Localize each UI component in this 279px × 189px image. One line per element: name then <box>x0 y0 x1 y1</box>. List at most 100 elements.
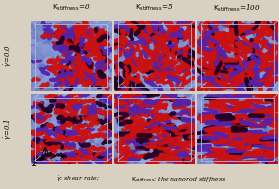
Circle shape <box>43 73 49 78</box>
Circle shape <box>47 29 50 32</box>
Circle shape <box>175 146 183 153</box>
Circle shape <box>230 101 233 103</box>
Circle shape <box>62 160 65 163</box>
Circle shape <box>192 19 198 24</box>
Circle shape <box>105 107 109 110</box>
Circle shape <box>67 36 74 43</box>
Circle shape <box>192 55 199 62</box>
Circle shape <box>259 68 262 70</box>
Circle shape <box>141 131 150 139</box>
Circle shape <box>137 32 145 39</box>
Circle shape <box>82 118 89 124</box>
Circle shape <box>99 34 103 37</box>
Circle shape <box>206 153 210 156</box>
Circle shape <box>125 79 131 84</box>
Circle shape <box>232 149 238 155</box>
Circle shape <box>264 88 271 94</box>
Circle shape <box>152 58 157 62</box>
Circle shape <box>121 29 126 33</box>
Circle shape <box>24 115 32 122</box>
Circle shape <box>168 164 175 170</box>
Circle shape <box>213 111 218 115</box>
Circle shape <box>190 81 196 86</box>
Circle shape <box>162 70 167 74</box>
Circle shape <box>160 23 165 28</box>
Circle shape <box>196 106 200 110</box>
Circle shape <box>239 142 246 148</box>
Circle shape <box>89 130 96 136</box>
Circle shape <box>182 32 184 33</box>
Circle shape <box>187 155 191 158</box>
Circle shape <box>189 145 191 147</box>
Circle shape <box>187 130 191 133</box>
Circle shape <box>191 161 194 164</box>
Circle shape <box>36 25 40 28</box>
Circle shape <box>112 113 115 115</box>
Circle shape <box>98 151 100 153</box>
Circle shape <box>74 90 83 97</box>
Circle shape <box>170 57 178 64</box>
Circle shape <box>31 37 39 44</box>
Circle shape <box>148 122 150 124</box>
Circle shape <box>157 97 160 100</box>
Circle shape <box>39 153 45 158</box>
Circle shape <box>73 111 81 117</box>
Circle shape <box>222 95 229 100</box>
Circle shape <box>50 91 52 93</box>
Circle shape <box>205 50 210 53</box>
Circle shape <box>185 92 190 97</box>
Circle shape <box>122 63 130 70</box>
Circle shape <box>179 35 188 43</box>
Circle shape <box>245 127 247 129</box>
Circle shape <box>247 127 256 134</box>
Circle shape <box>137 107 141 111</box>
Circle shape <box>130 63 134 67</box>
Circle shape <box>83 78 90 84</box>
Circle shape <box>88 42 90 43</box>
Circle shape <box>270 27 277 33</box>
Circle shape <box>110 29 118 35</box>
Circle shape <box>139 137 144 141</box>
Circle shape <box>98 34 102 38</box>
Circle shape <box>190 26 198 33</box>
Circle shape <box>76 113 85 121</box>
Circle shape <box>27 72 31 76</box>
Circle shape <box>193 78 196 81</box>
Circle shape <box>198 92 200 94</box>
Circle shape <box>156 117 163 124</box>
Circle shape <box>275 156 279 162</box>
Circle shape <box>219 53 224 57</box>
Circle shape <box>240 32 245 37</box>
Circle shape <box>117 132 120 134</box>
Circle shape <box>74 149 80 153</box>
Circle shape <box>278 33 279 37</box>
Circle shape <box>148 20 152 23</box>
Circle shape <box>173 86 176 89</box>
Circle shape <box>30 74 36 80</box>
Circle shape <box>206 68 214 75</box>
Circle shape <box>117 149 124 156</box>
Circle shape <box>193 100 200 106</box>
Circle shape <box>254 166 256 168</box>
Circle shape <box>57 25 59 26</box>
Circle shape <box>240 75 243 78</box>
Circle shape <box>164 93 168 97</box>
Circle shape <box>169 35 177 42</box>
Circle shape <box>112 84 120 91</box>
Circle shape <box>215 119 220 122</box>
Circle shape <box>31 64 35 67</box>
Circle shape <box>85 147 93 154</box>
Circle shape <box>148 23 155 29</box>
Circle shape <box>236 120 244 127</box>
Circle shape <box>270 78 278 85</box>
Circle shape <box>26 78 30 82</box>
Circle shape <box>214 28 223 35</box>
Circle shape <box>239 131 246 137</box>
Circle shape <box>129 129 134 134</box>
Circle shape <box>75 160 81 165</box>
Circle shape <box>214 166 215 168</box>
Circle shape <box>203 57 211 64</box>
Circle shape <box>213 124 220 130</box>
Circle shape <box>183 26 187 29</box>
Circle shape <box>258 70 261 73</box>
